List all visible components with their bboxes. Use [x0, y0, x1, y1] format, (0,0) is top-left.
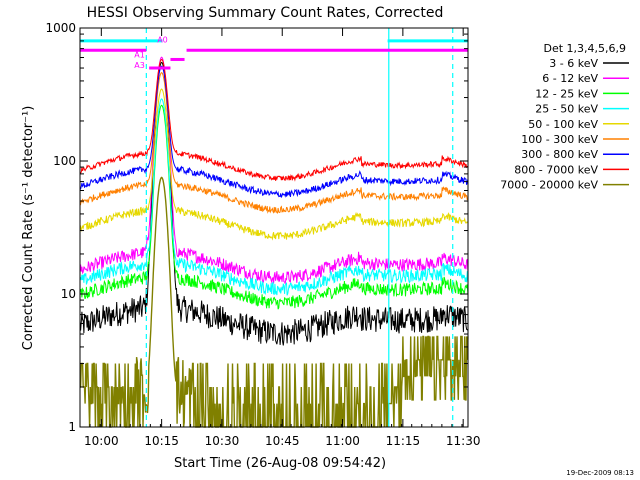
legend-label-9: 7000 - 20000 keV — [500, 179, 598, 192]
x-tick-label-3: 10:30 — [205, 434, 240, 448]
legend-label-7: 300 - 800 keV — [521, 148, 598, 161]
plot-frame — [79, 27, 469, 428]
series-line-9 — [79, 176, 469, 428]
series-line-3 — [79, 104, 469, 310]
series-line-7 — [79, 65, 469, 198]
chart-title: HESSI Observing Summary Count Rates, Cor… — [87, 5, 444, 21]
legend-title: Det 1,3,4,5,6,9 — [543, 42, 626, 55]
series-line-8 — [79, 58, 468, 182]
legend-label-4: 25 - 50 keV — [535, 103, 598, 116]
series-line-6 — [79, 71, 469, 214]
x-tick-label-6: 11:15 — [386, 434, 421, 448]
attenuator-label-3: A3 — [134, 61, 145, 70]
y-tick-label-4: 1000 — [45, 21, 76, 35]
x-tick-label-2: 10:15 — [144, 434, 179, 448]
y-axis-label: Corrected Count Rate (s⁻¹ detector⁻¹) — [21, 106, 36, 351]
x-tick-label-7: 11:30 — [446, 434, 481, 448]
y-tick-label-3: 100 — [53, 154, 76, 168]
attenuator-label-2: A1 — [134, 51, 145, 60]
attenuator-label-1: A0 — [157, 35, 168, 44]
axis-layer: 10:00 10:15 10:30 10:45 11:00 11:15 11:30 1 10 10… — [45, 21, 480, 448]
legend-label-1: 3 - 6 keV — [549, 57, 598, 70]
legend-label-6: 100 - 300 keV — [521, 133, 598, 146]
series-line-1 — [79, 61, 469, 346]
legend-label-2: 6 - 12 keV — [542, 72, 598, 85]
series-line-5 — [79, 88, 469, 241]
series-layer — [79, 56, 469, 428]
x-tick-label-5: 11:00 — [325, 434, 360, 448]
y-tick-label-2: 10 — [61, 287, 76, 301]
legend-label-3: 12 - 25 keV — [535, 87, 598, 100]
legend-label-5: 50 - 100 keV — [528, 118, 598, 131]
legend-label-8: 800 - 7000 keV — [514, 163, 598, 176]
footer-date: 19-Dec-2009 08:13 — [566, 469, 634, 477]
x-tick-label-1: 10:00 — [84, 434, 119, 448]
x-tick-label-4: 10:45 — [265, 434, 300, 448]
series-line-2 — [79, 56, 469, 284]
legend: Det 1,3,4,5,6,9 3 - 6 keV 6 - 12 keV 12 - … — [500, 42, 629, 192]
series-line-4 — [79, 98, 469, 296]
x-axis-label: Start Time (26-Aug-08 09:54:42) — [174, 456, 386, 471]
y-tick-label-1: 1 — [68, 420, 76, 434]
